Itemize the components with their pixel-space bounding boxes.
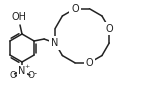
Text: O: O (71, 4, 79, 14)
Text: N: N (51, 38, 59, 48)
Text: +: + (25, 64, 30, 69)
Text: O: O (86, 58, 93, 68)
Text: O: O (27, 72, 35, 80)
Text: O: O (10, 72, 16, 80)
Text: OH: OH (11, 13, 26, 23)
Text: -: - (34, 69, 37, 79)
Text: O: O (105, 23, 113, 33)
Text: N: N (18, 66, 26, 76)
